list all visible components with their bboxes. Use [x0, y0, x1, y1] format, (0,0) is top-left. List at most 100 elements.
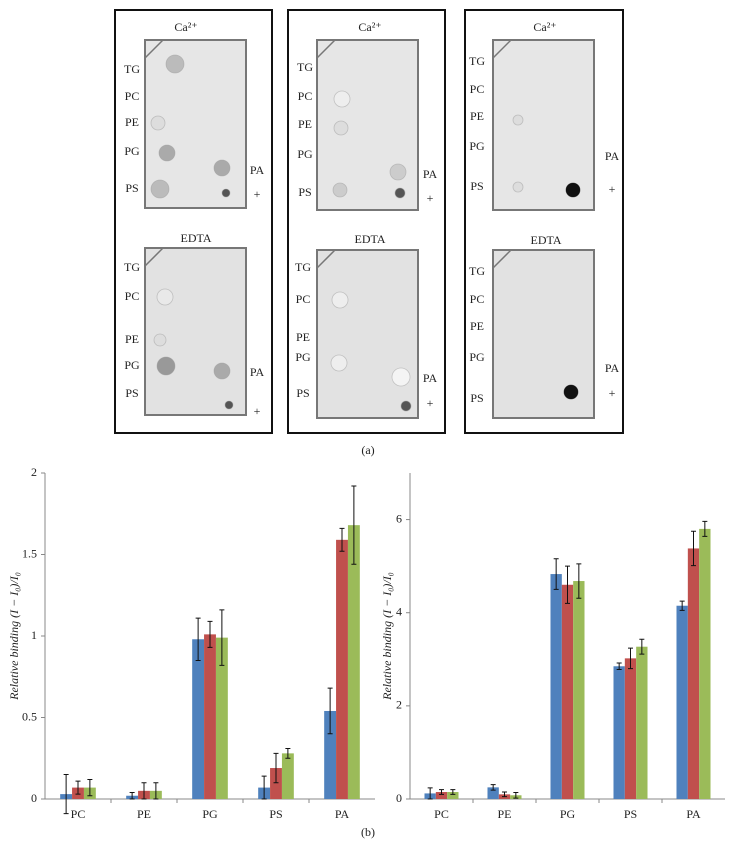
- y-tick-label: 0: [396, 791, 402, 805]
- blot-spot: [391, 367, 411, 387]
- blot-spot: [224, 400, 234, 410]
- blot-frame: [464, 9, 624, 434]
- blot-corner: [144, 247, 164, 267]
- lane-label: PC: [470, 82, 485, 96]
- lane-label: PC: [298, 89, 313, 103]
- error-bar: [565, 565, 570, 604]
- lane-label: PS: [298, 185, 311, 199]
- blot-title: Ca²⁺: [533, 20, 556, 34]
- error-bar: [327, 687, 333, 735]
- blot-title: EDTA: [354, 232, 385, 246]
- bar: [336, 539, 348, 799]
- lane-label: PS: [470, 179, 483, 193]
- blot-title: Ca²⁺: [358, 20, 381, 34]
- bar: [270, 768, 282, 799]
- lane-label: +: [609, 182, 616, 196]
- lane-label: PE: [125, 115, 139, 129]
- x-tick-label: PA: [335, 807, 350, 821]
- bar: [613, 666, 625, 799]
- error-bar: [679, 600, 685, 611]
- blot-image: [492, 249, 595, 419]
- y-tick-label: 1: [31, 628, 37, 642]
- x-tick-label: PE: [137, 807, 151, 821]
- lane-label: PG: [469, 350, 485, 364]
- bar: [636, 646, 648, 799]
- y-tick-label: 6: [396, 511, 402, 525]
- x-tick-label: PE: [497, 807, 511, 821]
- error-bar: [639, 638, 645, 655]
- blot-spot: [331, 291, 349, 309]
- blot-title: Ca²⁺: [174, 20, 197, 34]
- x-tick-label: PG: [560, 807, 576, 821]
- blot-title: EDTA: [530, 233, 561, 247]
- error-bar: [427, 787, 433, 800]
- bar: [204, 634, 216, 799]
- error-bar: [691, 530, 696, 567]
- lane-label: PC: [125, 289, 140, 303]
- lane-label: TG: [469, 54, 485, 68]
- lane-label: PE: [125, 332, 139, 346]
- error-bar: [285, 747, 291, 759]
- blot-spot: [512, 181, 524, 193]
- blot-corner: [316, 249, 336, 269]
- bar: [550, 574, 562, 799]
- error-bar: [502, 791, 507, 798]
- error-bar: [616, 662, 622, 671]
- blot-spot: [330, 354, 348, 372]
- blot-spot: [156, 356, 176, 376]
- bar: [561, 584, 574, 799]
- lane-label: PA: [250, 163, 265, 177]
- blot-frame: [114, 9, 273, 434]
- error-bar: [490, 784, 496, 791]
- caption: (a): [361, 443, 374, 457]
- blot-spot: [394, 187, 406, 199]
- lane-label: PG: [124, 144, 140, 158]
- error-bar: [450, 789, 456, 795]
- blot-corner: [316, 39, 336, 59]
- error-bar: [129, 791, 135, 800]
- blot-image: [316, 249, 419, 419]
- lane-label: TG: [469, 264, 485, 278]
- blot-spot: [563, 384, 579, 400]
- y-axis-title: Relative binding (I − I₀)/I₀: [7, 572, 21, 701]
- lane-label: +: [254, 404, 261, 418]
- blot-spot: [158, 144, 176, 162]
- error-bar: [87, 778, 93, 797]
- blot-spot: [165, 54, 185, 74]
- bar: [624, 658, 637, 799]
- x-tick-label: PC: [434, 807, 449, 821]
- lane-label: PE: [298, 117, 312, 131]
- blot-image: [316, 39, 419, 211]
- lane-label: PC: [470, 292, 485, 306]
- blot-frame: [287, 9, 446, 434]
- blot-title: EDTA: [180, 231, 211, 245]
- bar: [573, 581, 585, 799]
- lane-label: TG: [295, 260, 311, 274]
- y-tick-label: 1.5: [22, 546, 37, 560]
- y-tick-label: 0: [31, 791, 37, 805]
- blot-spot: [150, 115, 166, 131]
- blot-image: [144, 247, 247, 416]
- x-tick-label: PG: [202, 807, 218, 821]
- error-bar: [273, 752, 279, 784]
- lane-label: TG: [124, 62, 140, 76]
- blot-spot: [512, 114, 524, 126]
- y-tick-label: 0.5: [22, 709, 37, 723]
- blot-image: [492, 39, 595, 211]
- lane-label: PC: [125, 89, 140, 103]
- blot-corner: [144, 39, 164, 59]
- lane-label: PC: [296, 292, 311, 306]
- error-bar: [141, 782, 147, 800]
- error-bar: [702, 520, 708, 537]
- lane-label: PA: [605, 361, 620, 375]
- error-bar: [576, 563, 582, 599]
- lane-label: TG: [124, 260, 140, 274]
- bar: [281, 753, 294, 799]
- blot-spot: [153, 333, 167, 347]
- error-bar: [63, 774, 69, 815]
- lane-label: PG: [124, 358, 140, 372]
- error-bar: [219, 609, 225, 666]
- lane-label: PG: [295, 350, 311, 364]
